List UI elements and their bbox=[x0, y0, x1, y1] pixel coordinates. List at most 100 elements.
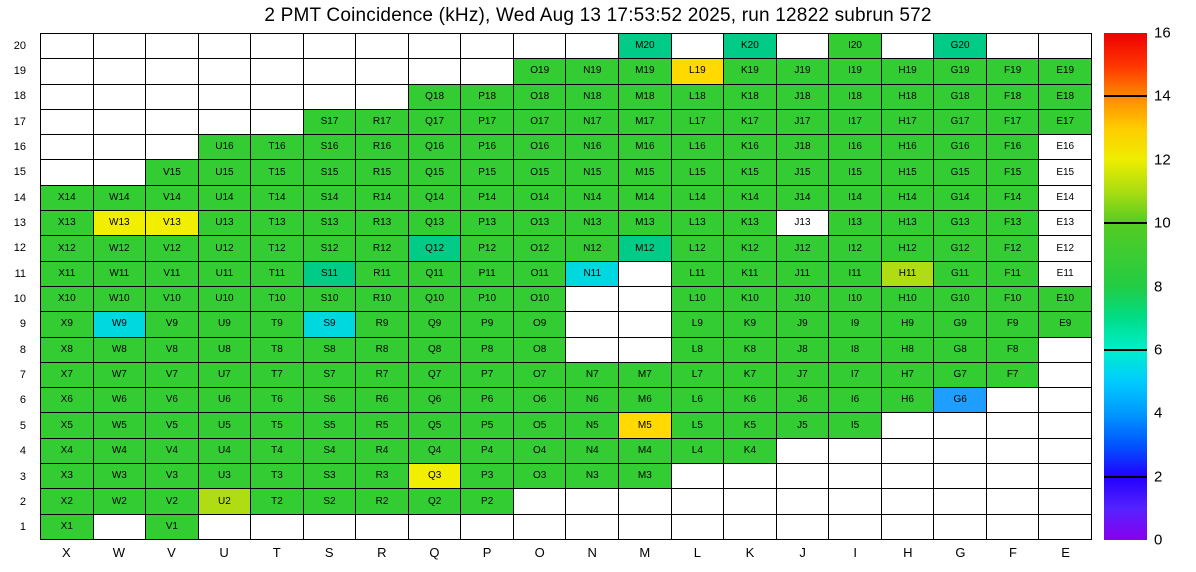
cell-Q15: Q15 bbox=[408, 160, 461, 185]
cell-S2: S2 bbox=[303, 489, 356, 514]
cell-J17: J17 bbox=[776, 109, 829, 135]
heatmap-grid: M20 K20 I20 G20 O19 N19 M19 L19 K19 J19 I19 H19 G19 F… bbox=[40, 33, 1092, 540]
col-label-W: W bbox=[112, 545, 126, 560]
cell-O13: O13 bbox=[513, 211, 566, 236]
col-label-L: L bbox=[693, 545, 702, 560]
cell-G20: G20 bbox=[934, 34, 986, 59]
cell-O3: O3 bbox=[513, 464, 566, 489]
cell-R17: R17 bbox=[356, 109, 408, 135]
cell-N17: N17 bbox=[566, 109, 619, 135]
cell-Q16: Q16 bbox=[408, 135, 461, 160]
cell-empty-U1 bbox=[198, 514, 251, 539]
cell-empty-N20 bbox=[566, 34, 619, 59]
cell-X5: X5 bbox=[41, 413, 93, 438]
cell-Q8: Q8 bbox=[408, 337, 461, 362]
cell-N12: N12 bbox=[566, 236, 619, 261]
cell-H13: H13 bbox=[881, 211, 934, 236]
cell-P13: P13 bbox=[461, 211, 513, 236]
cell-V12: V12 bbox=[146, 236, 198, 261]
cell-F17: F17 bbox=[986, 109, 1039, 135]
cell-U9: U9 bbox=[198, 312, 251, 337]
cell-U13: U13 bbox=[198, 211, 251, 236]
cell-empty-O1 bbox=[513, 514, 566, 539]
cell-P17: P17 bbox=[461, 109, 513, 135]
cell-I18: I18 bbox=[829, 84, 881, 109]
col-label-K: K bbox=[745, 545, 755, 560]
cell-O9: O9 bbox=[513, 312, 566, 337]
cell-empty-V17 bbox=[146, 109, 198, 135]
cell-U5: U5 bbox=[198, 413, 251, 438]
cell-V1: V1 bbox=[146, 514, 198, 539]
cell-V7: V7 bbox=[146, 362, 198, 388]
cell-M13: M13 bbox=[619, 211, 671, 236]
colorbar-label-8: 8 bbox=[1154, 278, 1163, 295]
cell-F18: F18 bbox=[986, 84, 1039, 109]
colorbar-tick-labels: 16 14 12 10 8 6 4 2 0 bbox=[1154, 25, 1194, 549]
cell-J9: J9 bbox=[776, 312, 829, 337]
cell-empty-V16 bbox=[146, 135, 198, 160]
cell-P14: P14 bbox=[461, 185, 513, 211]
cell-F7: F7 bbox=[986, 362, 1039, 388]
cell-empty-M9 bbox=[619, 312, 671, 337]
cell-U8: U8 bbox=[198, 337, 251, 362]
col-label-F: F bbox=[1009, 545, 1017, 560]
cell-V15: V15 bbox=[146, 160, 198, 185]
cell-S9: S9 bbox=[303, 312, 356, 337]
cell-M7: M7 bbox=[619, 362, 671, 388]
cell-P6: P6 bbox=[461, 388, 513, 413]
cell-G9: G9 bbox=[934, 312, 986, 337]
row-label-5: 5 bbox=[19, 419, 26, 432]
cell-Q2: Q2 bbox=[408, 489, 461, 514]
cell-E17: E17 bbox=[1039, 109, 1091, 135]
cell-E10: E10 bbox=[1039, 286, 1091, 312]
cell-N11: N11 bbox=[566, 261, 619, 286]
cell-F11: F11 bbox=[986, 261, 1039, 286]
col-label-X: X bbox=[61, 545, 71, 560]
cell-M15: M15 bbox=[619, 160, 671, 185]
cell-E12: E12 bbox=[1039, 236, 1091, 261]
cell-K14: K14 bbox=[724, 185, 776, 211]
cell-X6: X6 bbox=[41, 388, 93, 413]
cell-H7: H7 bbox=[881, 362, 934, 388]
cell-X9: X9 bbox=[41, 312, 93, 337]
cell-empty-E6 bbox=[1039, 388, 1091, 413]
cell-empty-T20 bbox=[251, 34, 303, 59]
cell-F15: F15 bbox=[986, 160, 1039, 185]
cell-O16: O16 bbox=[513, 135, 566, 160]
colorbar-label-12: 12 bbox=[1154, 151, 1171, 169]
cell-Q4: Q4 bbox=[408, 438, 461, 464]
cell-S5: S5 bbox=[303, 413, 356, 438]
cell-empty-V18 bbox=[146, 84, 198, 109]
cell-L4: L4 bbox=[671, 438, 724, 464]
cell-O15: O15 bbox=[513, 160, 566, 185]
cell-G10: G10 bbox=[934, 286, 986, 312]
cell-empty-R18 bbox=[356, 84, 408, 109]
cell-H19: H19 bbox=[881, 59, 934, 84]
cell-V14: V14 bbox=[146, 185, 198, 211]
cell-Q7: Q7 bbox=[408, 362, 461, 388]
cell-T6: T6 bbox=[251, 388, 303, 413]
cell-V6: V6 bbox=[146, 388, 198, 413]
cell-empty-P19 bbox=[461, 59, 513, 84]
cell-M14: M14 bbox=[619, 185, 671, 211]
row-label-6: 6 bbox=[19, 394, 26, 407]
cell-L6: L6 bbox=[671, 388, 724, 413]
cell-O14: O14 bbox=[513, 185, 566, 211]
cell-Q6: Q6 bbox=[408, 388, 461, 413]
cell-empty-G5 bbox=[934, 413, 986, 438]
cell-empty-G4 bbox=[934, 438, 986, 464]
cell-O5: O5 bbox=[513, 413, 566, 438]
cell-X11: X11 bbox=[41, 261, 93, 286]
cell-E13: E13 bbox=[1039, 211, 1091, 236]
cell-N6: N6 bbox=[566, 388, 619, 413]
cell-J6: J6 bbox=[776, 388, 829, 413]
cell-F10: F10 bbox=[986, 286, 1039, 312]
cell-K15: K15 bbox=[724, 160, 776, 185]
cell-X12: X12 bbox=[41, 236, 93, 261]
cell-S7: S7 bbox=[303, 362, 356, 388]
row-label-13: 13 bbox=[13, 217, 26, 230]
cell-empty-M10 bbox=[619, 286, 671, 312]
cell-empty-S20 bbox=[303, 34, 356, 59]
cell-X10: X10 bbox=[41, 286, 93, 312]
cell-empty-O20 bbox=[513, 34, 566, 59]
